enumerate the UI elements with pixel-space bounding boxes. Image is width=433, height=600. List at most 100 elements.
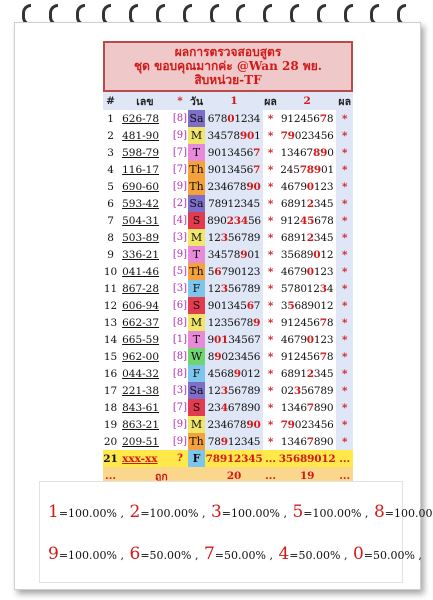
row-day: F [188,365,205,382]
row-result-2: * [336,348,353,365]
hit-digits: 7 [319,350,327,363]
digits: 890 [207,214,227,227]
row-day: T [188,331,205,348]
row-set-2: 79023456 [277,416,337,433]
row-code-link[interactable]: 041-46 [118,263,172,280]
row-set-2: 02356789 [277,382,337,399]
row-number: 6 [103,195,119,212]
digits: 12 [207,384,221,397]
digits: 023456 [294,129,334,142]
row-code-link[interactable]: 662-37 [118,314,172,331]
row-result-1: * [263,161,278,178]
row-code-link[interactable]: 503-89 [118,229,172,246]
row-code-link[interactable]: 481-90 [118,127,172,144]
col-header-day: วัน [188,92,205,110]
row-result-1: * [263,348,278,365]
row-code-link[interactable]: 336-21 [118,246,172,263]
row-code-link[interactable]: 843-61 [118,399,172,416]
digit-stat: 2=100.00% , [129,502,205,522]
row-set-2: 46790123 [277,331,337,348]
row-bracket: [7] [171,399,189,416]
row-result-1: * [263,331,278,348]
hit-digits: 0 [306,333,314,346]
row-number: 20 [103,433,119,450]
summary-tail: ... [336,467,353,485]
digits: 56789 [300,384,334,397]
digits: 4679 [280,265,307,278]
row-set-1: 78912345 [204,450,264,467]
row-code-link[interactable]: 606-94 [118,297,172,314]
hit-digits: 9 [214,350,222,363]
digits: 578012 [280,282,320,295]
hit-digits: 789 [299,163,322,176]
row-code-link[interactable]: 116-17 [118,161,172,178]
digits: 890 [313,435,334,448]
row-code-link[interactable]: 665-59 [118,331,172,348]
digit-stat: 6=50.00% , [129,544,198,564]
row-code-link[interactable]: xxx-xx [118,450,172,467]
results-table: # เลข * วัน 1 ผล 2 ผล 1 626-78 [8] Sa 678012… [103,92,353,485]
hit-digits: 90 [246,180,261,193]
row-code-link[interactable]: 962-00 [118,348,172,365]
digits: 9013456 [207,163,254,176]
row-number: 12 [103,297,119,314]
row-day: W [188,348,205,365]
row-result-2: * [336,161,353,178]
digits: 345 [313,197,334,210]
hit-digits: 01 [213,333,229,346]
hit-digits: 45 [300,214,315,227]
table-row: 14 665-59 [1] T 90134567 * 46790123 * [103,331,353,348]
row-set-1: 12356789 [204,314,264,331]
row-code-link[interactable]: 598-79 [118,144,172,161]
row-bracket: [9] [171,178,189,195]
hit-digits: 2 [306,231,314,244]
hit-digits: 4 [220,401,228,414]
digit-stat: 7=50.00% , [204,544,273,564]
digits: 78 [207,435,221,448]
stat-digit: 1 [48,502,59,522]
row-set-1: 56790123 [204,263,264,280]
summary-count-1: 20 [204,467,264,485]
digits: 678 [314,214,334,227]
row-code-link[interactable]: 044-32 [118,365,172,382]
digits: 02 [280,384,294,397]
table-row: 11 867-28 [3] F 12356789 * 57801234 * [103,280,353,297]
row-code-link[interactable]: 209-51 [118,433,172,450]
row-number: 5 [103,178,119,195]
table-row: 4 116-17 [7] Th 90134567 * 24578901 * [103,161,353,178]
hit-digits: 7 [253,163,261,176]
digits: 1234 [234,112,261,125]
row-result-2: * [336,144,353,161]
col-header-b: 2 [277,92,337,110]
hit-digits: 89 [312,146,328,159]
row-code-link[interactable]: 690-60 [118,178,172,195]
row-set-1: 89023456 [204,212,264,229]
row-code-link[interactable]: 504-31 [118,212,172,229]
title-line-1: ผลการตรวจสอบสูตร [174,45,282,59]
row-set-2: 35689012 [277,450,337,467]
digits: 9013456 [207,146,254,159]
row-set-2: 68912345 [277,229,337,246]
row-day: Sa [188,195,205,212]
row-code-link[interactable]: 626-78 [118,110,172,127]
summary-sep: ... [263,467,278,485]
digits: 01 [321,163,334,176]
hit-digits: 9 [240,248,248,261]
digits: 6891 [280,197,307,210]
row-result-2: * [336,331,353,348]
row-code-link[interactable]: 863-21 [118,416,172,433]
row-code-link[interactable]: 221-38 [118,382,172,399]
row-day: Th [188,178,205,195]
stat-digit: 8 [373,502,385,522]
row-result-2: * [336,110,353,127]
row-number: 13 [103,314,119,331]
row-result-1: * [263,297,278,314]
row-code-link[interactable]: 593-42 [118,195,172,212]
digits: 245 [280,163,300,176]
summary-label: ถูก [118,467,205,485]
hit-digits: 3 [293,384,301,397]
row-code-link[interactable]: 867-28 [118,280,172,297]
row-bracket: [5] [171,263,189,280]
digits: 234678 [207,180,247,193]
row-set-2: 91245678 [277,314,337,331]
